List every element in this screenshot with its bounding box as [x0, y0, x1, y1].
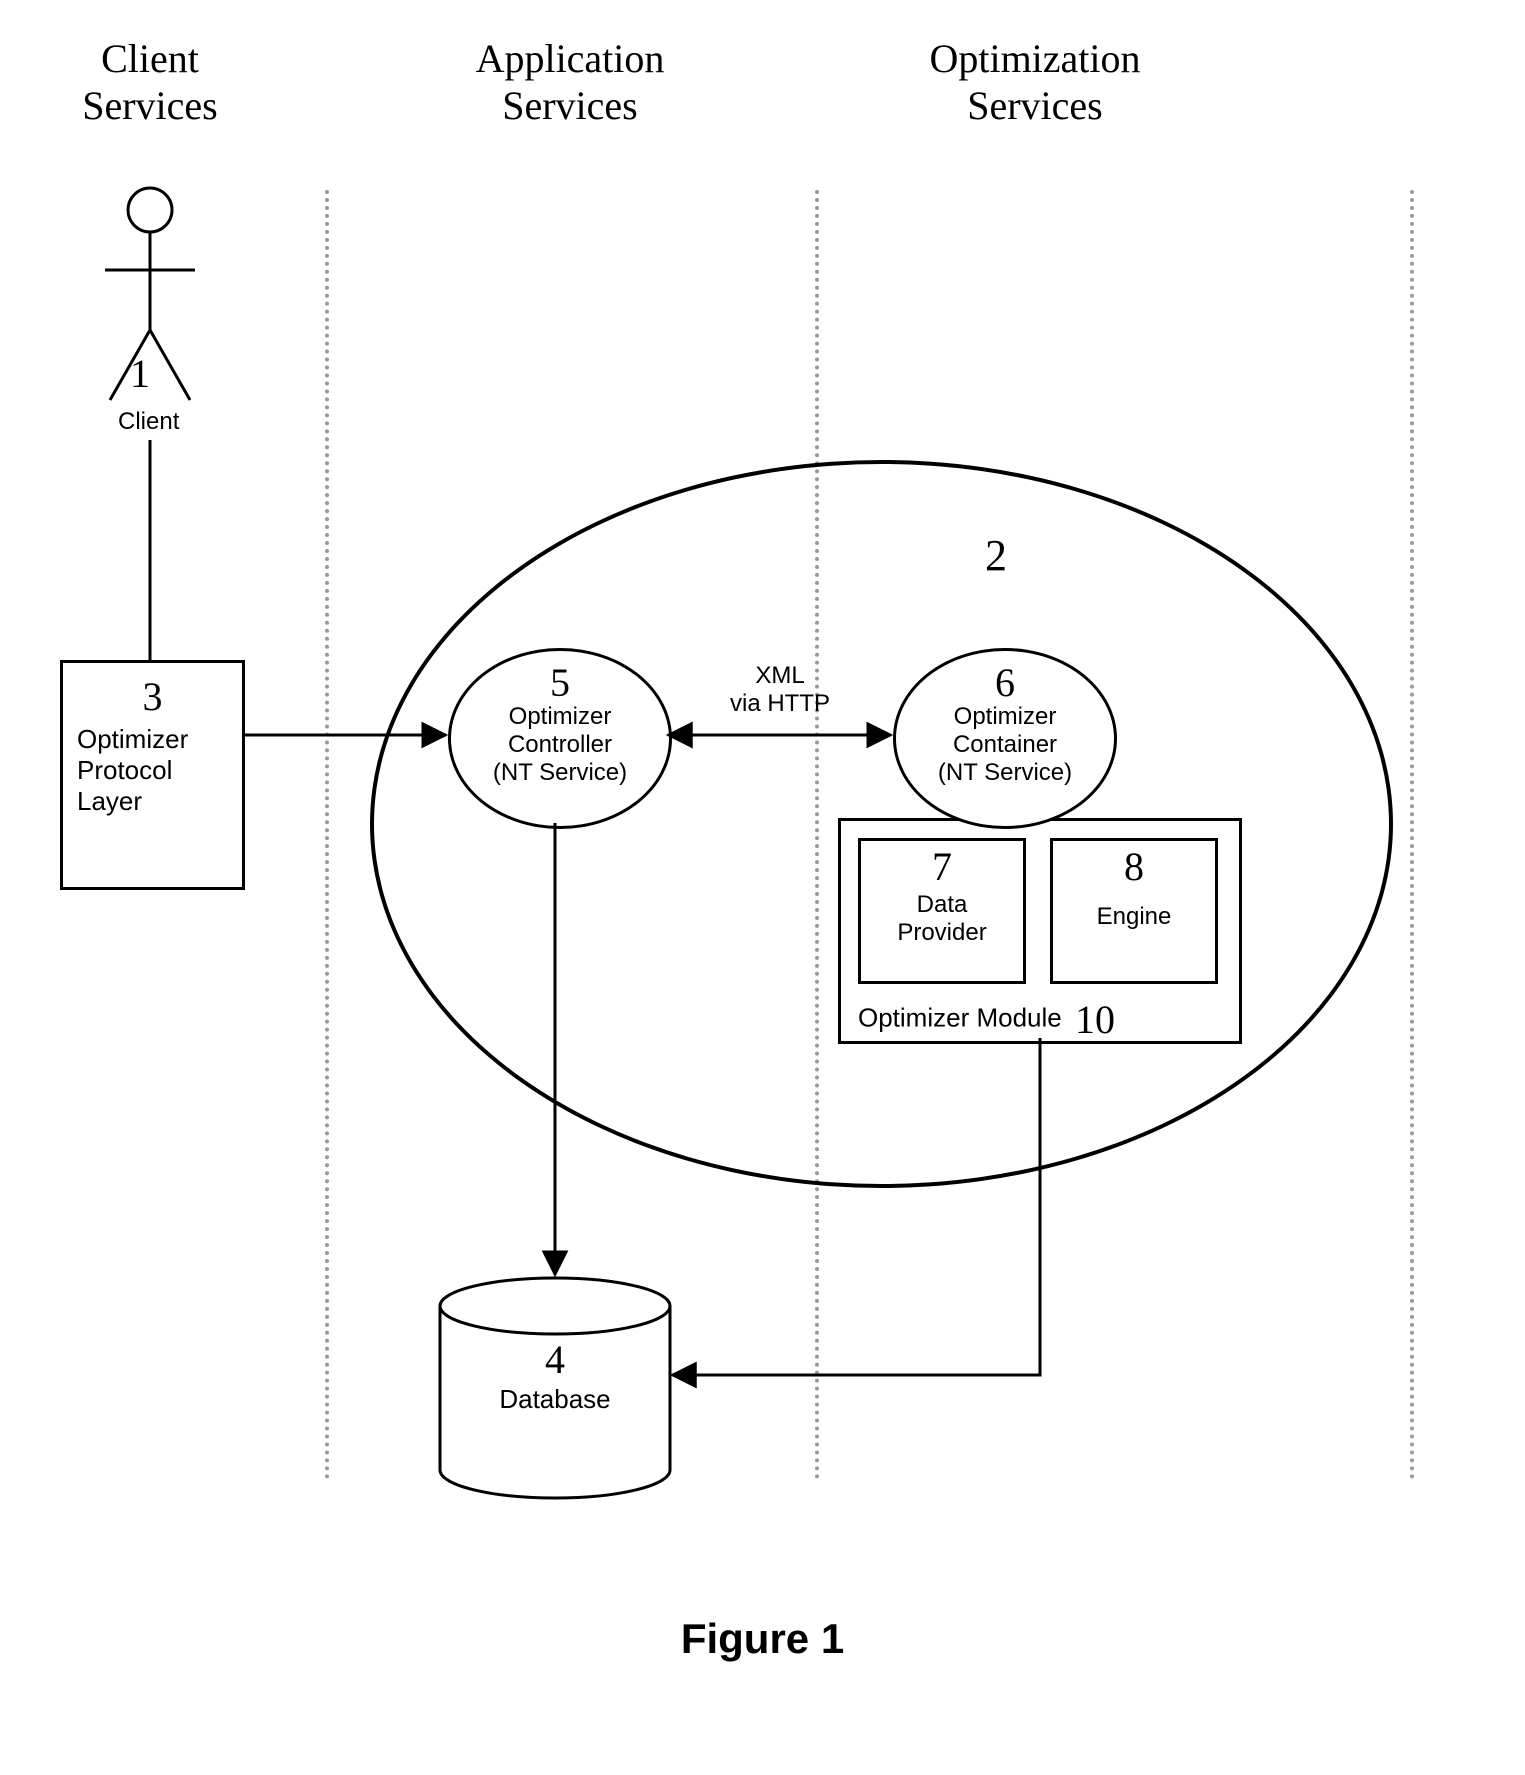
- header-col2-line2: Services: [502, 83, 638, 128]
- header-col1-line2: Services: [82, 83, 218, 128]
- node5-line1: Optimizer: [451, 703, 669, 731]
- diagram-canvas: Client Services Application Services Opt…: [0, 0, 1525, 1775]
- node7-line2: Provider: [861, 919, 1023, 947]
- node3-line1: Optimizer: [77, 724, 228, 755]
- header-col2-line1: Application: [476, 36, 665, 81]
- header-col3-line2: Services: [967, 83, 1103, 128]
- system-boundary-number: 2: [985, 530, 1007, 581]
- optimizer-module-label-row: Optimizer Module 10: [858, 996, 1228, 1043]
- header-client-services: Client Services: [40, 35, 260, 129]
- node4-number: 4: [440, 1340, 670, 1380]
- node7-line1: Data: [861, 891, 1023, 919]
- optimizer-module-number: 10: [1075, 997, 1115, 1042]
- header-application-services: Application Services: [440, 35, 700, 129]
- divider-1: [325, 190, 329, 1480]
- node5-line2: Controller: [451, 731, 669, 759]
- optimizer-protocol-layer-box: 3 Optimizer Protocol Layer: [60, 660, 245, 890]
- edge-xml-label-line2: via HTTP: [730, 690, 830, 717]
- actor-label: Client: [118, 408, 179, 436]
- header-optimization-services: Optimization Services: [895, 35, 1175, 129]
- node8-number: 8: [1053, 847, 1215, 887]
- divider-3: [1410, 190, 1414, 1480]
- optimizer-controller-ellipse: 5 Optimizer Controller (NT Service): [448, 648, 672, 829]
- node4-line1: Database: [440, 1384, 670, 1415]
- edge-xml-label-line1: XML: [755, 662, 804, 689]
- optimizer-module-label: Optimizer Module: [858, 1002, 1062, 1032]
- optimizer-container-ellipse: 6 Optimizer Container (NT Service): [893, 648, 1117, 829]
- engine-box: 8 Engine: [1050, 838, 1218, 984]
- header-col1-line1: Client: [101, 36, 199, 81]
- actor-number: 1: [130, 350, 150, 397]
- header-col3-line1: Optimization: [929, 36, 1140, 81]
- node3-line2: Protocol: [77, 755, 228, 786]
- node7-number: 7: [861, 847, 1023, 887]
- data-provider-box: 7 Data Provider: [858, 838, 1026, 984]
- node6-number: 6: [896, 663, 1114, 703]
- node5-line3: (NT Service): [451, 759, 669, 787]
- node3-line3: Layer: [77, 786, 228, 817]
- edge-xml-label: XML via HTTP: [720, 662, 840, 717]
- node8-line1: Engine: [1053, 903, 1215, 931]
- node6-line2: Container: [896, 731, 1114, 759]
- node6-line3: (NT Service): [896, 759, 1114, 787]
- figure-title: Figure 1: [0, 1615, 1525, 1663]
- node6-line1: Optimizer: [896, 703, 1114, 731]
- node3-number: 3: [77, 673, 228, 720]
- node5-number: 5: [451, 663, 669, 703]
- database-labels: 4 Database: [440, 1340, 670, 1415]
